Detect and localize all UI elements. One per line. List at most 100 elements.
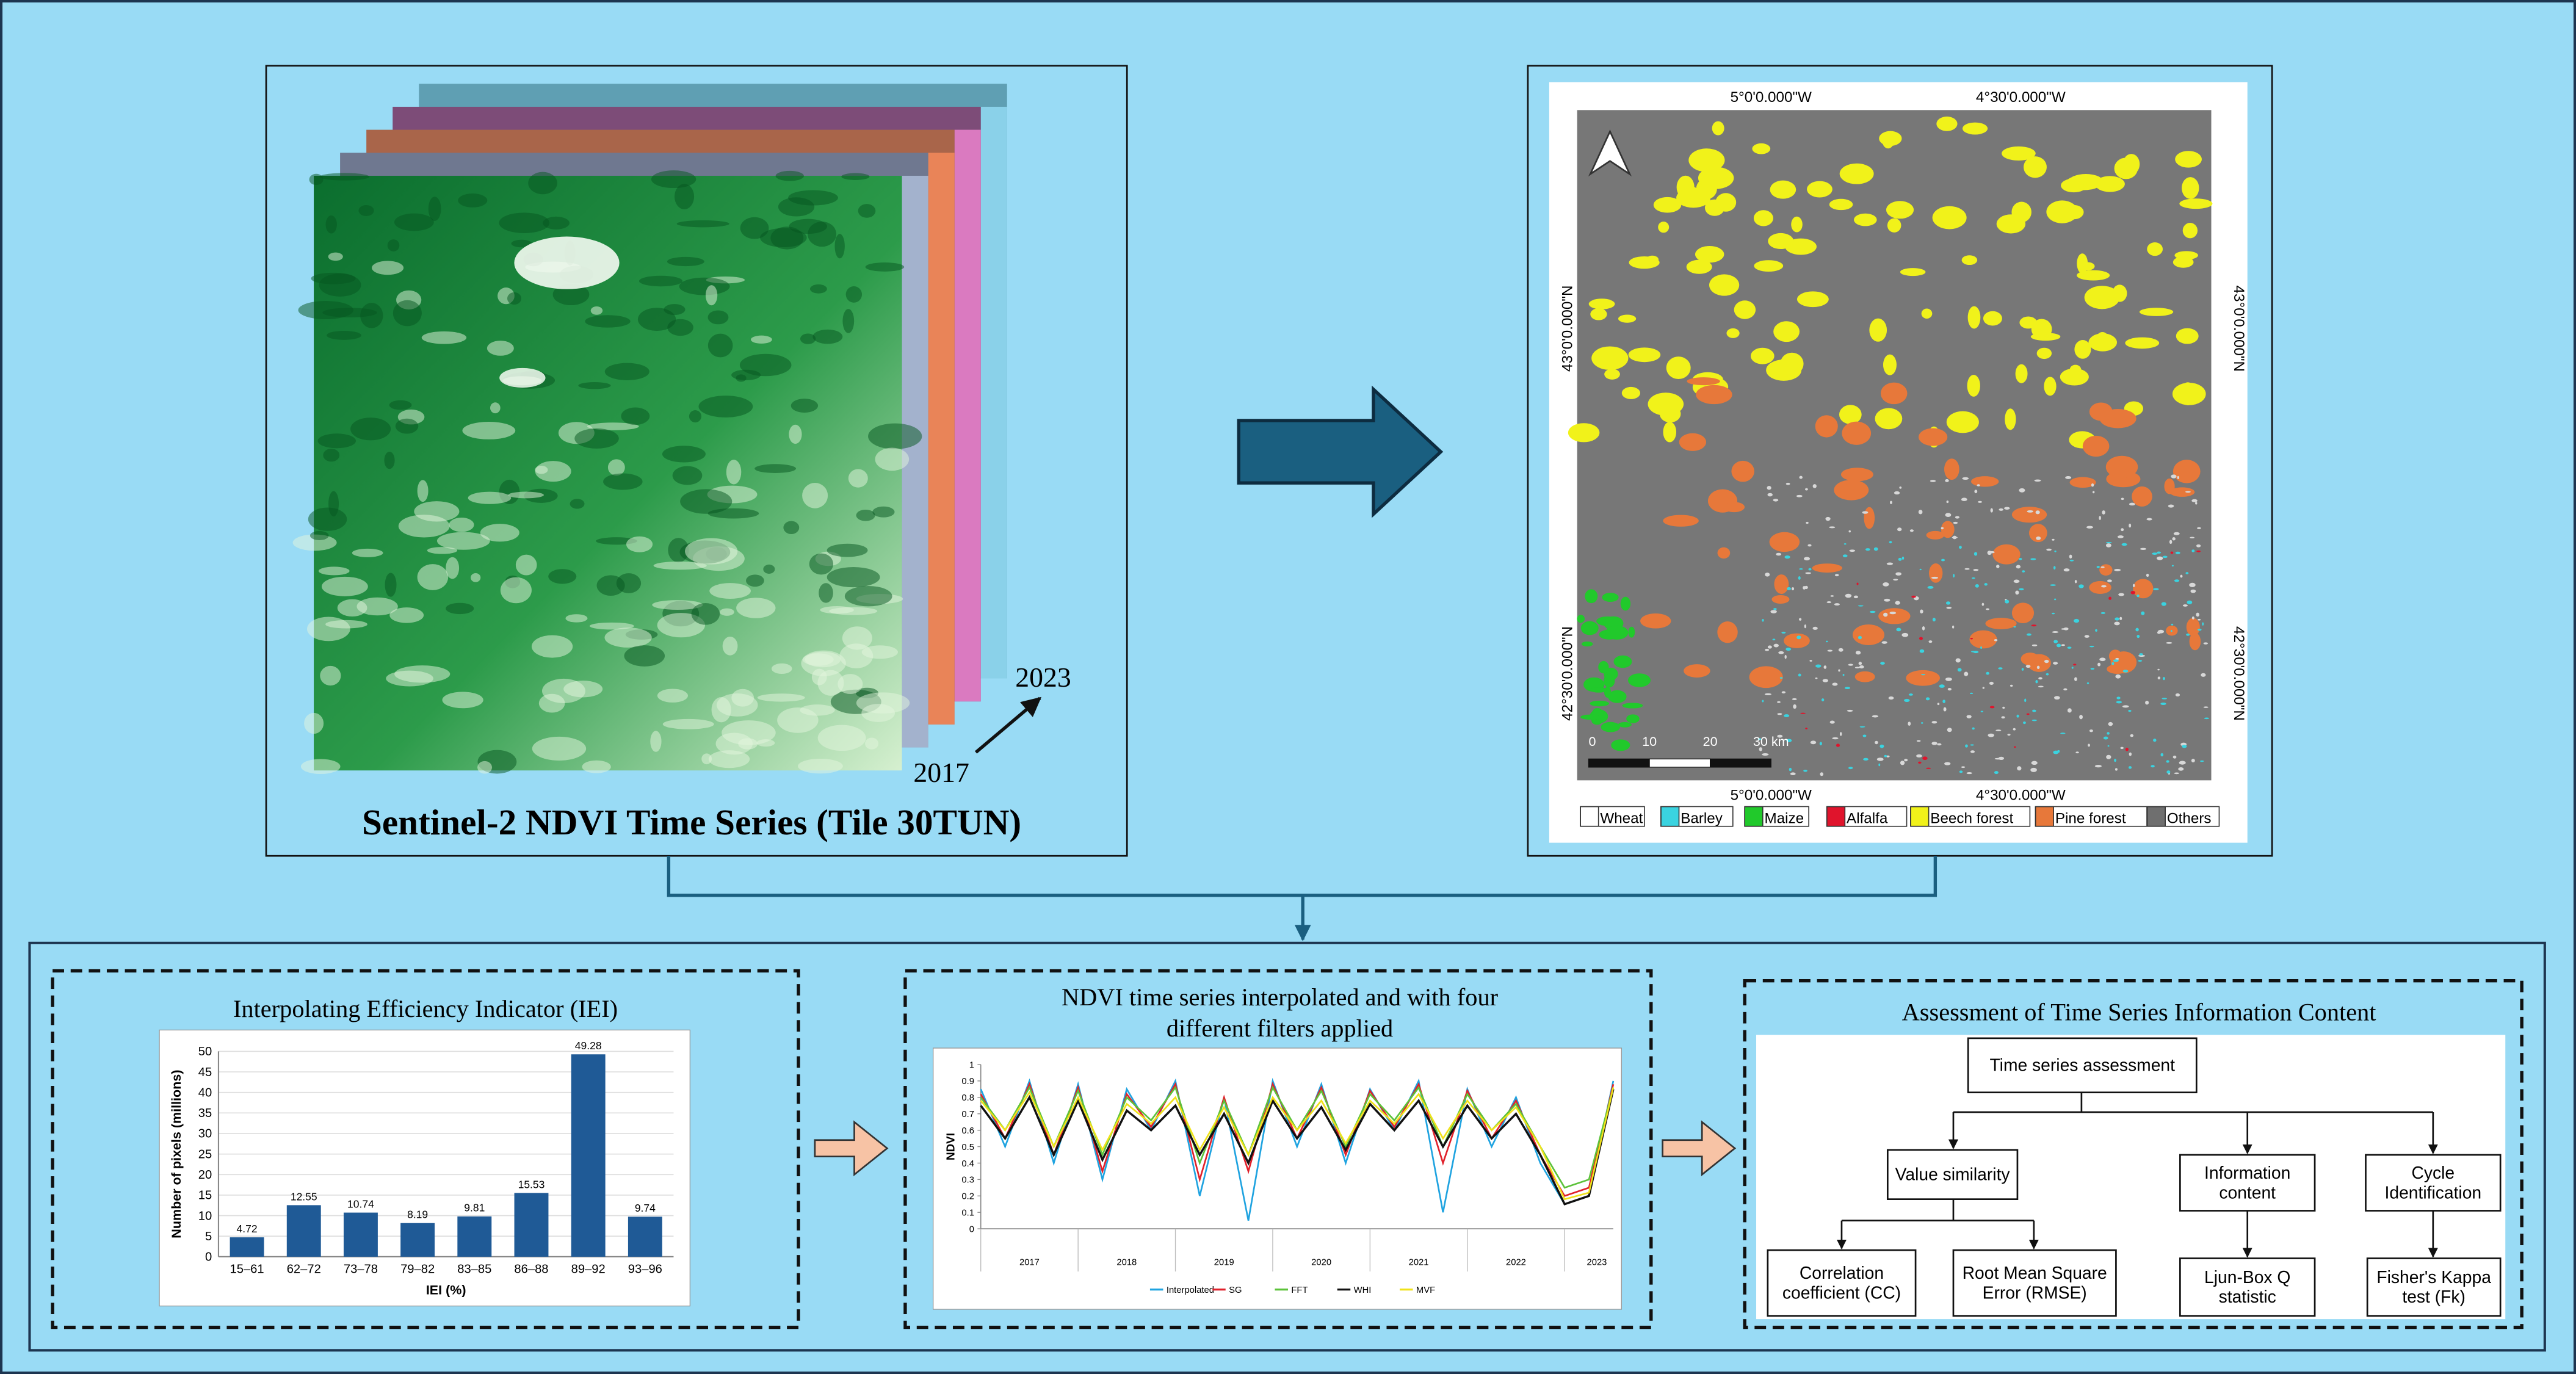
- land-patch: [1919, 637, 1923, 640]
- texture: [398, 515, 450, 538]
- land-patch: [2084, 635, 2089, 638]
- land-patch: [2015, 364, 2028, 383]
- land-patch: [2161, 602, 2166, 606]
- land-patch: [2001, 716, 2005, 719]
- land-patch: [1884, 598, 1890, 602]
- flow-node-label: content: [2219, 1182, 2276, 1202]
- texture: [499, 212, 550, 233]
- land-patch: [2089, 645, 2094, 648]
- land-patch: [2190, 589, 2196, 593]
- land-patch: [1896, 627, 1901, 632]
- texture: [320, 665, 341, 686]
- legend-swatch: [1744, 806, 1764, 827]
- latitude-label: 43°0'0.000"N: [2230, 286, 2247, 372]
- land-patch: [1945, 513, 1952, 518]
- x-tick-label: 89–92: [571, 1263, 606, 1276]
- land-patch: [1844, 687, 1850, 689]
- land-patch: [1765, 648, 1770, 651]
- land-patch: [1926, 530, 1945, 540]
- land-patch: [2074, 340, 2091, 359]
- land-patch: [1658, 221, 1670, 233]
- texture: [720, 608, 734, 616]
- land-patch: [1764, 693, 1771, 696]
- longitude-label: 4°30'0.000"W: [1976, 89, 2066, 106]
- land-patch: [1893, 579, 1898, 581]
- scale-label: 0: [1589, 734, 1596, 749]
- land-patch: [1945, 479, 1949, 482]
- legend-label: Barley: [1681, 810, 1723, 826]
- land-patch: [1909, 529, 1914, 532]
- texture: [834, 234, 845, 259]
- flow-node-label: Error (RMSE): [1983, 1282, 2087, 1302]
- y-axis-label: NDVI: [944, 1133, 957, 1160]
- land-patch: [2125, 337, 2160, 349]
- texture: [428, 197, 441, 221]
- texture: [308, 507, 347, 531]
- land-patch: [1919, 428, 1948, 446]
- year-label: 2018: [1116, 1257, 1137, 1267]
- land-patch: [1804, 557, 1811, 561]
- land-patch: [2103, 736, 2108, 740]
- land-patch: [2120, 747, 2124, 750]
- x-tick-label: 15–61: [230, 1263, 264, 1276]
- texture: [323, 449, 340, 462]
- land-patch: [2119, 616, 2122, 620]
- land-patch: [1620, 596, 1631, 611]
- land-patch: [2174, 579, 2180, 582]
- texture: [477, 761, 493, 774]
- texture: [468, 491, 512, 504]
- texture: [384, 452, 395, 469]
- land-patch: [2090, 668, 2095, 670]
- land-patch: [2099, 657, 2106, 662]
- land-patch: [1883, 354, 1897, 375]
- flow-node-label: statistic: [2219, 1287, 2276, 1306]
- texture: [657, 689, 688, 703]
- land-patch: [1815, 415, 1838, 438]
- texture: [535, 466, 548, 474]
- land-patch: [1581, 641, 1593, 647]
- land-patch: [1973, 569, 1979, 571]
- land-patch: [1878, 608, 1911, 624]
- land-patch: [2129, 523, 2132, 528]
- land-patch: [2176, 328, 2199, 344]
- land-patch: [1880, 662, 1885, 665]
- texture: [707, 310, 729, 325]
- land-patch: [1959, 770, 1963, 773]
- texture: [865, 737, 879, 750]
- y-tick-label: 5: [205, 1230, 212, 1243]
- land-patch: [1985, 618, 2017, 629]
- land-patch: [2031, 644, 2038, 646]
- land-patch: [1928, 563, 1943, 583]
- y-tick-label: 15: [198, 1189, 212, 1202]
- texture: [861, 704, 895, 722]
- land-patch: [1883, 612, 1888, 617]
- land-patch: [1591, 346, 1629, 371]
- land-patch: [1952, 625, 1955, 629]
- land-patch: [2054, 598, 2057, 601]
- land-patch: [1972, 727, 1975, 730]
- land-patch: [2196, 544, 2201, 548]
- y-tick-label: 10: [198, 1209, 212, 1223]
- land-patch: [1974, 552, 1978, 556]
- texture: [757, 693, 805, 702]
- land-patch: [1981, 602, 1984, 606]
- assessment-box: [1743, 979, 2524, 1329]
- legend-swatch: [2146, 806, 2166, 827]
- land-patch: [1602, 593, 1619, 602]
- land-patch: [1955, 658, 1961, 663]
- land-patch: [1920, 609, 1923, 613]
- land-patch: [1894, 491, 1900, 495]
- land-patch: [2178, 767, 2184, 771]
- land-patch: [1969, 630, 1997, 649]
- land-patch: [2118, 593, 2125, 596]
- land-patch: [1967, 306, 1981, 329]
- land-patch: [1972, 577, 1975, 579]
- land-patch: [2013, 626, 2016, 628]
- land-patch: [2177, 475, 2180, 479]
- land-patch: [1798, 618, 1802, 621]
- flow-arrow: [814, 1120, 889, 1177]
- legend-frame: [1910, 806, 2031, 827]
- texture: [487, 341, 514, 356]
- land-patch: [2157, 631, 2161, 634]
- process-arrow: [1237, 385, 1444, 518]
